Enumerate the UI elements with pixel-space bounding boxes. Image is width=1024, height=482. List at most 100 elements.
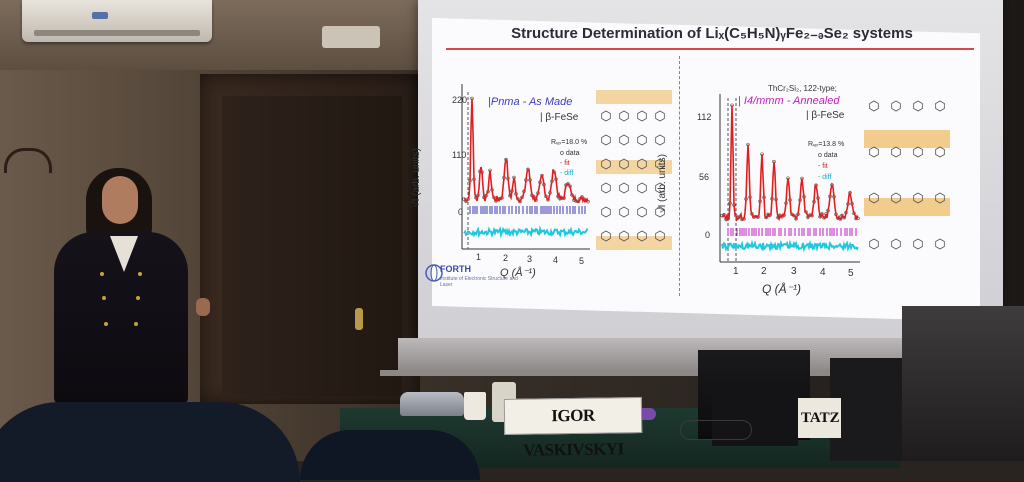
cup xyxy=(464,392,486,420)
fit-line xyxy=(463,98,589,204)
left-diffraction-plot xyxy=(461,84,590,250)
left-plot-legend-phase: | β-FeSe xyxy=(540,112,579,123)
slide-title-rule xyxy=(446,48,974,50)
pyridine-molecule xyxy=(869,146,879,158)
right-plot-legend-fit: - fit xyxy=(818,163,828,170)
left-plot-ytick-110: 110 xyxy=(452,150,467,160)
pyridine-molecule xyxy=(637,182,647,194)
left-plot-ytick-0: 0 xyxy=(458,207,464,217)
left-plot-xtick-2: 2 xyxy=(503,253,509,263)
left-plot-ylabel: √I (arb. units) xyxy=(410,148,422,207)
pyridine-molecule xyxy=(619,182,629,194)
left-crystal-layer-3 xyxy=(596,236,672,250)
left-plot-legend-fit: - fit xyxy=(560,160,570,167)
pyridine-molecule xyxy=(935,100,945,112)
left-plot-xtick-1: 1 xyxy=(476,252,482,262)
pyridine-molecule xyxy=(935,146,945,158)
left-plot-legend-diff: - diff xyxy=(560,170,574,177)
presenter-hand xyxy=(196,298,210,316)
audience-member xyxy=(300,430,480,480)
wall-control-box xyxy=(322,26,380,48)
pyridine-molecule xyxy=(601,230,611,242)
right-plot-xtick-5: 5 xyxy=(848,268,854,279)
pyridine-molecule xyxy=(869,238,879,250)
jacket-button xyxy=(134,322,138,326)
right-plot-ylabel: √I (arb. units) xyxy=(656,154,668,213)
right-diffraction-plot xyxy=(719,94,860,263)
jacket-button xyxy=(136,296,140,300)
pyridine-molecule xyxy=(891,192,901,204)
screen-rail xyxy=(380,370,910,376)
left-plot-ytick-220: 220 xyxy=(452,95,468,105)
forth-logo-text: FORTH xyxy=(440,264,471,274)
coat-hook xyxy=(4,148,52,173)
jacket-button xyxy=(104,322,108,326)
left-plot-legend-title: |Pnma - As Made xyxy=(488,96,573,108)
left-plot-xtick-3: 3 xyxy=(527,254,533,264)
pyridine-molecule xyxy=(655,230,665,242)
slide-divider xyxy=(679,56,680,296)
pyridine-molecule xyxy=(601,134,611,146)
pyridine-molecule xyxy=(891,238,901,250)
pyridine-molecule xyxy=(655,182,665,194)
right-plot-legend-title: | I4/mmm - Annealed xyxy=(738,95,840,107)
air-conditioner-logo xyxy=(92,12,108,19)
right-plot-ytick-56: 56 xyxy=(699,172,710,182)
difference-curve xyxy=(721,239,859,253)
left-crystal-structure xyxy=(596,90,672,250)
pyridine-molecule xyxy=(619,134,629,146)
pyridine-molecule xyxy=(637,158,647,170)
left-plot-xtick-5: 5 xyxy=(579,256,585,266)
forth-logo-subtitle: Institute of Electronic Structure and La… xyxy=(440,276,518,288)
pyridine-molecule xyxy=(935,238,945,250)
pyridine-molecule xyxy=(913,192,923,204)
door-handle xyxy=(355,308,363,330)
right-plot-xtick-4: 4 xyxy=(820,267,826,278)
right-plot-xtick-3: 3 xyxy=(791,266,797,277)
left-plot-rwp: Rᵥₚ=18.0 % xyxy=(551,139,588,146)
cable xyxy=(680,420,752,440)
pyridine-molecule xyxy=(637,134,647,146)
left-crystal-layer-2 xyxy=(596,160,672,174)
pyridine-molecule xyxy=(935,192,945,204)
difference-curve xyxy=(463,225,589,239)
pyridine-molecule xyxy=(891,146,901,158)
air-conditioner-vent xyxy=(34,30,200,36)
pyridine-molecule xyxy=(619,206,629,218)
pyridine-molecule xyxy=(913,146,923,158)
nameplate: IGOR VASKIVSKYI xyxy=(503,397,643,460)
audience-member xyxy=(0,402,300,482)
pyridine-molecule xyxy=(619,110,629,122)
pyridine-molecule xyxy=(913,100,923,112)
right-plot-legend-data: o data xyxy=(818,152,838,159)
left-plot-legend-data: o data xyxy=(560,150,580,157)
fit-line xyxy=(721,105,859,222)
jacket-button xyxy=(138,272,142,276)
right-crystal-structure xyxy=(864,100,950,250)
pyridine-molecule xyxy=(891,100,901,112)
right-plot-xlabel: Q (Å⁻¹) xyxy=(762,282,801,296)
pyridine-molecule xyxy=(601,206,611,218)
right-plot-legend-header: ThCr₂Si₂, 122-type; xyxy=(768,84,837,93)
projector-device xyxy=(400,392,464,416)
door xyxy=(222,96,402,396)
pyridine-molecule xyxy=(619,230,629,242)
jacket-button xyxy=(100,272,104,276)
right-plot-legend-phase: | β-FeSe xyxy=(806,110,845,121)
pyridine-molecule xyxy=(655,206,665,218)
right-plot-ytick-0: 0 xyxy=(705,230,711,240)
right-plot-ytick-112: 112 xyxy=(697,112,712,122)
pyridine-molecule xyxy=(913,238,923,250)
pyridine-molecule xyxy=(655,158,665,170)
left-plot-xtick-4: 4 xyxy=(553,255,559,265)
pyridine-molecule xyxy=(601,110,611,122)
pyridine-molecule xyxy=(601,182,611,194)
pyridine-molecule xyxy=(655,134,665,146)
right-plot-legend-diff: - diff xyxy=(818,174,832,181)
presenter-face xyxy=(102,176,138,224)
left-plot-xlabel: Q (Å⁻¹) xyxy=(500,267,536,279)
pyridine-molecule xyxy=(637,230,647,242)
forth-logo-icon xyxy=(425,264,443,282)
slide-title: Structure Determination of Liₓ(C₅H₅N)ᵧFe… xyxy=(511,25,913,42)
electronic-device xyxy=(712,388,798,446)
